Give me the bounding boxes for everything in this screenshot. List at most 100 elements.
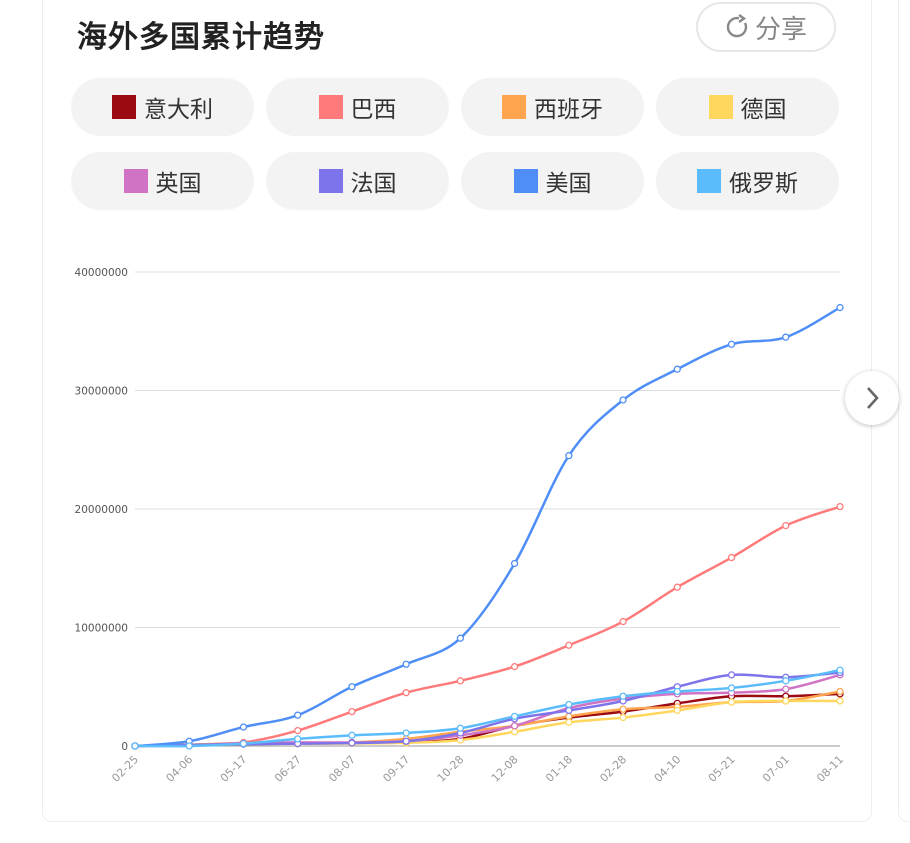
data-point bbox=[510, 559, 519, 568]
legend: 意大利 巴西 西班牙 德国英国 法国 美国 俄罗斯 bbox=[71, 78, 841, 210]
next-chart-button[interactable] bbox=[845, 371, 899, 425]
legend-label: 俄罗斯 bbox=[729, 171, 798, 197]
data-point bbox=[294, 735, 302, 743]
legend-item[interactable]: 德国 bbox=[656, 78, 839, 136]
data-point bbox=[782, 333, 790, 341]
data-point bbox=[402, 737, 410, 745]
data-point bbox=[836, 666, 844, 674]
data-point bbox=[348, 731, 356, 739]
data-point bbox=[565, 718, 573, 726]
data-point bbox=[185, 742, 193, 750]
x-tick-label: 04-06 bbox=[164, 753, 196, 785]
legend-label: 法国 bbox=[350, 171, 397, 197]
x-tick-label: 02-25 bbox=[109, 753, 141, 785]
data-point bbox=[510, 728, 519, 736]
legend-swatch bbox=[112, 95, 136, 119]
series-line bbox=[134, 505, 841, 748]
legend-label: 西班牙 bbox=[534, 97, 603, 123]
page-title: 海外多国累计趋势 bbox=[77, 20, 325, 55]
legend-label: 意大利 bbox=[144, 97, 213, 123]
share-button[interactable]: 分享 bbox=[696, 2, 836, 52]
data-point bbox=[456, 724, 465, 732]
data-point bbox=[510, 722, 519, 730]
data-point bbox=[673, 706, 681, 715]
legend-item[interactable]: 巴西 bbox=[266, 78, 449, 136]
data-point bbox=[402, 729, 410, 737]
data-point bbox=[619, 617, 627, 626]
data-point bbox=[673, 687, 681, 696]
y-tick-label: 30000000 bbox=[75, 386, 128, 398]
legend-swatch bbox=[318, 95, 343, 119]
legend-item[interactable]: 美国 bbox=[461, 152, 644, 210]
x-tick-label: 12-08 bbox=[489, 753, 521, 785]
data-point bbox=[239, 723, 248, 731]
y-tick-label: 0 bbox=[121, 741, 128, 753]
y-tick-label: 20000000 bbox=[75, 504, 128, 516]
data-point bbox=[619, 692, 627, 700]
x-tick-label: 05-21 bbox=[706, 753, 738, 785]
data-point bbox=[131, 742, 139, 750]
legend-item[interactable]: 俄罗斯 bbox=[656, 152, 839, 210]
data-point bbox=[565, 452, 573, 460]
x-tick-label: 10-28 bbox=[435, 753, 467, 785]
data-point bbox=[402, 660, 410, 668]
data-point bbox=[565, 641, 573, 649]
data-point bbox=[456, 677, 465, 685]
x-tick-label: 06-27 bbox=[272, 753, 304, 785]
data-point bbox=[619, 705, 627, 713]
data-point bbox=[402, 689, 410, 697]
data-point bbox=[782, 697, 790, 705]
data-point bbox=[836, 502, 844, 511]
x-tick-label: 09-17 bbox=[380, 753, 412, 785]
data-point bbox=[673, 583, 681, 591]
data-point bbox=[565, 706, 573, 715]
data-point bbox=[836, 303, 844, 312]
series-line bbox=[134, 690, 841, 748]
share-label: 分享 bbox=[754, 14, 807, 45]
data-point bbox=[348, 683, 356, 691]
data-point bbox=[294, 711, 302, 719]
data-point bbox=[727, 684, 736, 692]
data-point bbox=[619, 713, 627, 722]
y-tick-label: 40000000 bbox=[75, 267, 128, 279]
data-point bbox=[673, 365, 681, 373]
data-point bbox=[619, 396, 627, 404]
data-point bbox=[836, 697, 844, 705]
data-point bbox=[456, 634, 465, 642]
legend-item[interactable]: 意大利 bbox=[71, 78, 254, 136]
x-tick-label: 08-07 bbox=[326, 753, 358, 785]
series-line bbox=[134, 671, 841, 748]
x-tick-label: 05-17 bbox=[218, 753, 250, 785]
legend-swatch bbox=[513, 169, 538, 193]
x-tick-label: 04-10 bbox=[652, 753, 684, 785]
data-point bbox=[348, 739, 356, 747]
data-point bbox=[727, 671, 736, 679]
data-point bbox=[565, 700, 573, 709]
data-point bbox=[782, 685, 790, 693]
data-point bbox=[727, 698, 736, 706]
legend-item[interactable]: 西班牙 bbox=[461, 78, 644, 136]
data-point bbox=[782, 521, 790, 530]
y-tick-label: 10000000 bbox=[75, 623, 128, 635]
legend-label: 巴西 bbox=[350, 97, 397, 123]
next-card-edge bbox=[898, 0, 910, 822]
data-point bbox=[348, 707, 356, 716]
legend-label: 英国 bbox=[155, 171, 202, 197]
legend-item[interactable]: 英国 bbox=[71, 152, 254, 210]
data-point bbox=[782, 677, 790, 685]
chevron-right-icon bbox=[867, 387, 879, 409]
series-line bbox=[134, 668, 841, 748]
legend-swatch bbox=[708, 95, 733, 119]
legend-label: 德国 bbox=[740, 97, 787, 123]
x-tick-label: 02-28 bbox=[597, 753, 629, 785]
share-icon bbox=[726, 14, 748, 38]
legend-swatch bbox=[123, 169, 148, 193]
x-tick-label: 01-18 bbox=[543, 753, 575, 785]
data-point bbox=[510, 662, 519, 671]
legend-swatch bbox=[318, 169, 343, 193]
legend-item[interactable]: 法国 bbox=[266, 152, 449, 210]
data-point bbox=[836, 687, 844, 696]
data-point bbox=[727, 340, 736, 348]
data-point bbox=[565, 712, 573, 721]
